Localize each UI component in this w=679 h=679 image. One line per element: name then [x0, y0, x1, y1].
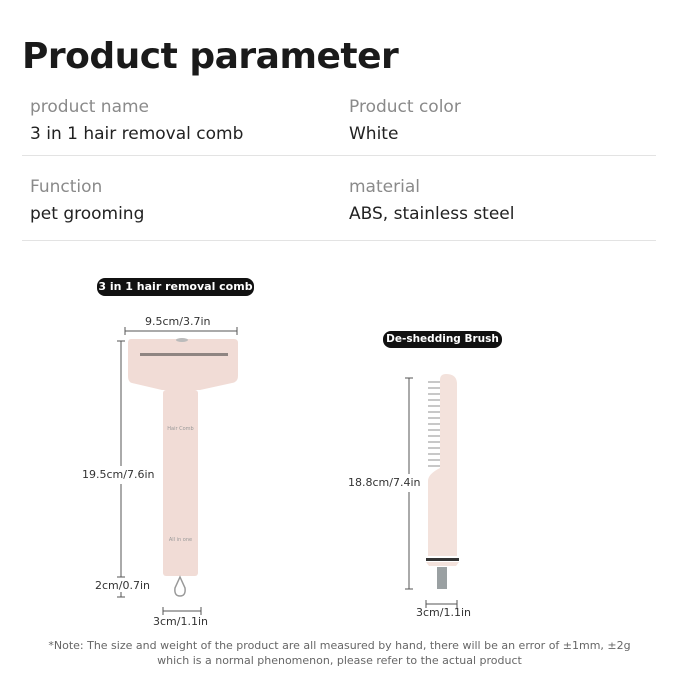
brush-body — [428, 374, 457, 556]
param-value-product-name: 3 in 1 hair removal comb — [30, 124, 244, 144]
comb-print-bottom: All in one — [169, 537, 192, 543]
brush-badge: De-shedding Brush — [383, 331, 502, 348]
param-label-material: material — [349, 177, 420, 197]
page-title: Product parameter — [22, 36, 399, 77]
param-label-color: Product color — [349, 97, 461, 117]
param-label-function: Function — [30, 177, 103, 197]
comb-handle — [163, 390, 198, 576]
comb-print-top: Hair Comb — [167, 426, 193, 432]
brush-teeth — [428, 381, 440, 467]
brush-connector — [437, 567, 447, 589]
comb-badge: 3 in 1 hair removal comb — [97, 278, 254, 296]
comb-loop-label: 2cm/0.7in — [95, 579, 150, 592]
brush-dimension-lines — [405, 377, 458, 608]
brush-width-label: 3cm/1.1in — [416, 606, 471, 619]
comb-handle-width-label: 3cm/1.1in — [153, 615, 208, 628]
divider — [22, 155, 656, 156]
param-value-material: ABS, stainless steel — [349, 204, 515, 224]
divider — [22, 240, 656, 241]
comb-hanging-loop — [174, 575, 186, 597]
comb-button — [176, 338, 188, 342]
comb-width-label: 9.5cm/3.7in — [145, 315, 211, 328]
brush-base — [426, 562, 459, 566]
comb-height-label: 19.5cm/7.6in — [82, 468, 155, 481]
param-label-product-name: product name — [30, 97, 149, 117]
note-line-2: which is a normal phenomenon, please ref… — [157, 654, 522, 667]
brush-ring — [426, 558, 459, 561]
comb-blade — [140, 353, 228, 356]
param-value-function: pet grooming — [30, 204, 145, 224]
comb-head — [128, 339, 238, 390]
brush-height-label: 18.8cm/7.4in — [348, 476, 421, 489]
note-line-1: *Note: The size and weight of the produc… — [48, 639, 631, 652]
param-value-color: White — [349, 124, 399, 144]
